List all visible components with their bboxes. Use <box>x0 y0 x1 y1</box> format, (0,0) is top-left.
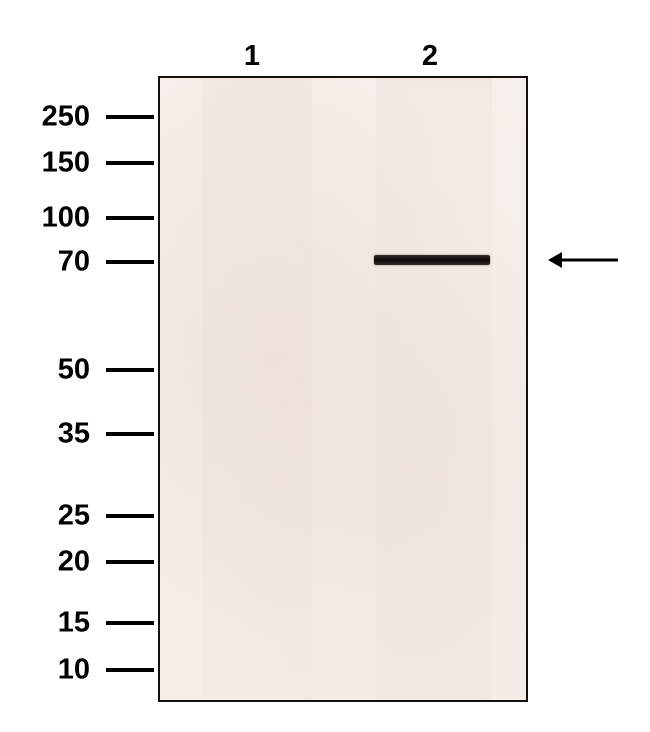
mw-tick-35 <box>106 432 154 436</box>
mw-label-150: 150 <box>42 147 90 180</box>
mw-tick-50 <box>106 368 154 372</box>
mw-label-250: 250 <box>42 101 90 134</box>
mw-tick-100 <box>106 216 154 220</box>
mw-tick-20 <box>106 560 154 564</box>
mw-tick-150 <box>106 161 154 165</box>
mw-label-70: 70 <box>58 246 90 279</box>
lane-streak-2 <box>376 78 492 700</box>
mw-label-25: 25 <box>58 500 90 533</box>
mw-label-100: 100 <box>42 202 90 235</box>
lane-label-2: 2 <box>422 40 438 73</box>
mw-label-20: 20 <box>58 546 90 579</box>
mw-label-35: 35 <box>58 418 90 451</box>
mw-tick-25 <box>106 514 154 518</box>
lane-streak-1 <box>202 78 312 700</box>
arrow-head <box>548 252 562 268</box>
mw-tick-10 <box>106 668 154 672</box>
mw-label-15: 15 <box>58 607 90 640</box>
band-lane2-70kda <box>374 255 490 265</box>
mw-tick-15 <box>106 621 154 625</box>
arrow-shaft <box>560 259 618 262</box>
blot-membrane <box>158 76 528 702</box>
mw-label-10: 10 <box>58 654 90 687</box>
lane-label-1: 1 <box>244 40 260 73</box>
blot-figure: 1 2 250 150 100 70 50 35 25 20 15 10 <box>0 0 650 732</box>
mw-tick-70 <box>106 260 154 264</box>
mw-tick-250 <box>106 115 154 119</box>
mw-label-50: 50 <box>58 354 90 387</box>
